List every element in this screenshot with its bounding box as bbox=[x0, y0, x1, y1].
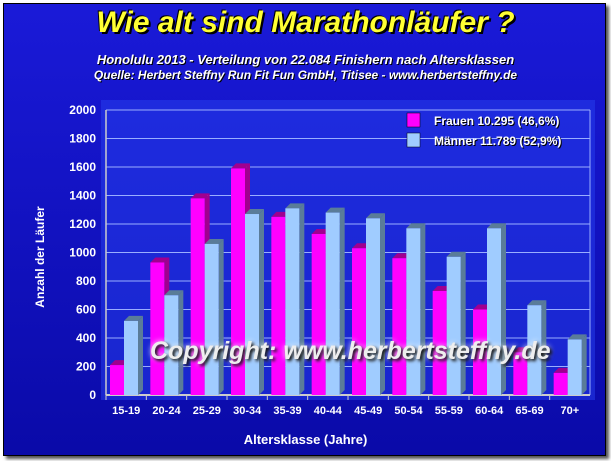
bar-frauen bbox=[271, 216, 286, 395]
x-axis-label: Altersklasse (Jahre) bbox=[243, 432, 368, 447]
bar-side bbox=[380, 213, 385, 395]
legend-label: Frauen 10.295 (46,6%) bbox=[434, 114, 559, 128]
bar-top bbox=[567, 334, 587, 340]
bar-top bbox=[124, 315, 143, 321]
bar-maenner bbox=[487, 228, 501, 395]
bar-frauen bbox=[352, 248, 366, 395]
x-tick-label: 45-49 bbox=[354, 405, 382, 417]
y-tick-label: 1000 bbox=[69, 246, 96, 260]
bar-side bbox=[581, 334, 587, 395]
bar-frauen bbox=[392, 258, 407, 395]
bar-top bbox=[164, 290, 184, 296]
y-axis-label: Anzahl der Läufer bbox=[33, 206, 47, 308]
bar-maenner bbox=[527, 305, 542, 395]
bar-maenner bbox=[446, 256, 461, 395]
bar-side bbox=[299, 203, 305, 395]
y-tick-label: 200 bbox=[76, 360, 96, 374]
y-tick-label: 2000 bbox=[69, 103, 96, 117]
bar-frauen bbox=[553, 372, 568, 395]
x-tick-label: 50-54 bbox=[394, 405, 423, 417]
legend-label: Männer 11.789 (52,9%) bbox=[434, 134, 561, 148]
bar-frauen bbox=[432, 290, 447, 395]
bar-top bbox=[285, 203, 305, 209]
bar-frauen bbox=[513, 352, 528, 395]
legend-swatch bbox=[406, 112, 421, 128]
chart-title: Wie alt sind Marathonläufer ? bbox=[96, 6, 515, 39]
bar-frauen bbox=[110, 365, 124, 395]
chart-subtitle: Honolulu 2013 - Verteilung von 22.084 Fi… bbox=[96, 52, 515, 67]
x-tick-label: 25-29 bbox=[193, 405, 221, 417]
bar-top bbox=[150, 257, 170, 263]
x-tick-label: 70+ bbox=[560, 405, 579, 417]
bar-top bbox=[245, 209, 264, 215]
bar-maenner bbox=[325, 212, 340, 395]
y-tick-label: 400 bbox=[76, 331, 96, 345]
y-tick-label: 1400 bbox=[69, 189, 96, 203]
bar-top bbox=[325, 207, 345, 213]
bar-top bbox=[487, 223, 506, 229]
bar-side bbox=[541, 300, 547, 395]
bar-top bbox=[190, 193, 210, 199]
x-tick-label: 40-44 bbox=[314, 405, 343, 417]
bar-side bbox=[501, 223, 506, 395]
bar-side bbox=[218, 238, 224, 395]
watermark: Copyright: www.herbertsteffny.de bbox=[150, 337, 551, 365]
x-tick-label: 15-19 bbox=[112, 405, 140, 417]
bar-frauen bbox=[190, 198, 205, 395]
bar-maenner bbox=[366, 218, 380, 395]
y-tick-label: 600 bbox=[76, 303, 96, 317]
bar-frauen bbox=[231, 168, 245, 395]
chart-source: Quelle: Herbert Steffny Run Fit Fun GmbH… bbox=[93, 68, 518, 82]
bar-side bbox=[339, 207, 345, 395]
bar-maenner bbox=[164, 295, 179, 395]
bar-top bbox=[446, 251, 466, 257]
y-tick-label: 1600 bbox=[69, 160, 96, 174]
bar-maenner bbox=[285, 208, 300, 395]
x-tick-label: 30-34 bbox=[233, 405, 262, 417]
bar-frauen bbox=[311, 233, 326, 395]
x-tick-label: 55-59 bbox=[435, 405, 463, 417]
bar-frauen bbox=[150, 262, 165, 395]
bar-maenner bbox=[245, 214, 259, 395]
bar-side bbox=[178, 290, 184, 395]
x-tick-label: 35-39 bbox=[273, 405, 301, 417]
x-tick-label: 60-64 bbox=[475, 405, 504, 417]
y-tick-label: 1200 bbox=[69, 217, 96, 231]
bar-top bbox=[406, 223, 426, 229]
bar-top bbox=[231, 163, 250, 169]
bar-maenner bbox=[406, 228, 421, 395]
x-tick-label: 20-24 bbox=[152, 405, 181, 417]
legend-swatch bbox=[406, 132, 421, 148]
bar-top bbox=[204, 238, 224, 244]
bar-frauen bbox=[473, 309, 487, 395]
x-tick-label: 65-69 bbox=[515, 405, 543, 417]
y-tick-label: 0 bbox=[89, 388, 96, 402]
bar-side bbox=[138, 315, 143, 395]
bar-top bbox=[366, 213, 385, 219]
bar-top bbox=[527, 300, 547, 306]
bar-maenner bbox=[204, 243, 219, 395]
y-tick-label: 800 bbox=[76, 274, 96, 288]
y-tick-label: 1800 bbox=[69, 132, 96, 146]
bar-maenner bbox=[567, 339, 582, 395]
bar-maenner bbox=[124, 320, 138, 395]
bar-side bbox=[259, 209, 264, 395]
bar-side bbox=[460, 251, 466, 395]
bar-side bbox=[420, 223, 426, 395]
